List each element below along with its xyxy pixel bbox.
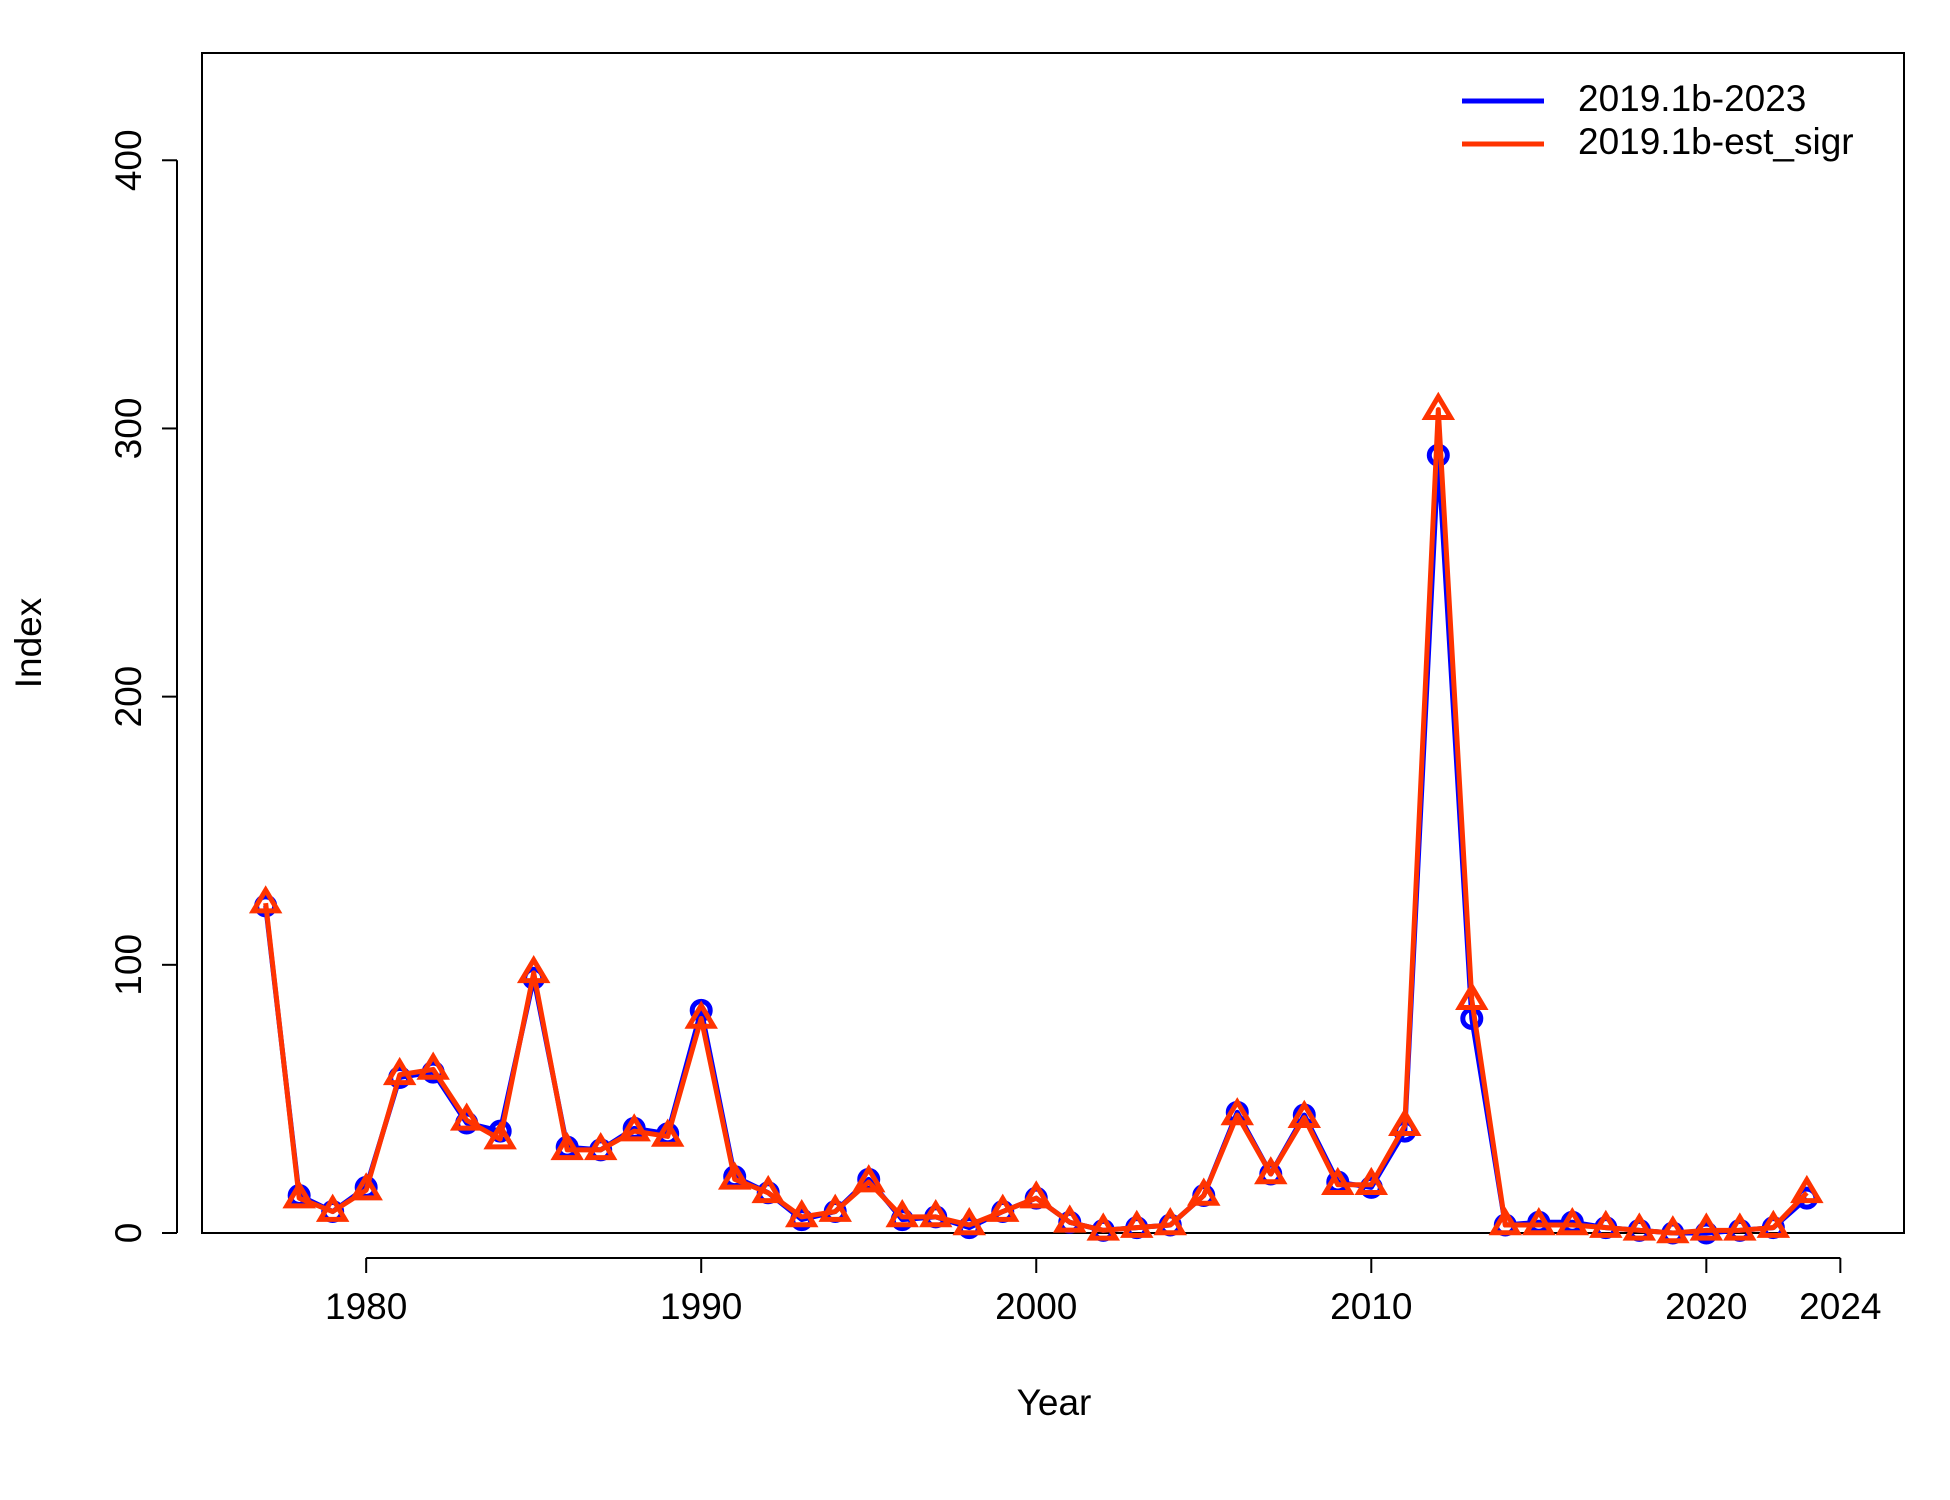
point-marker [851,1164,886,1193]
y-tick-label: 400 [108,129,149,191]
point-marker [1756,1209,1791,1238]
x-tick-label: 2000 [995,1286,1077,1327]
point-marker [1086,1212,1120,1241]
point-marker [918,1199,953,1228]
point-marker [315,1193,350,1222]
point-marker [516,954,551,984]
y-axis-label: Index [8,597,49,688]
plot-frame [201,52,1905,1234]
point-marker [751,1174,785,1204]
point-marker [1522,1207,1556,1236]
point-marker [1689,1212,1724,1241]
point-marker [1354,1166,1389,1196]
point-marker [650,1118,685,1147]
point-marker [282,1180,316,1209]
y-tick-label: 100 [108,934,149,996]
point-marker [416,1051,450,1080]
x-tick-label: 2024 [1799,1286,1881,1327]
series-line [263,452,1809,1236]
point-marker [1589,1209,1623,1238]
point-marker [818,1193,852,1222]
point-marker [1555,1207,1590,1236]
point-marker [1790,1174,1824,1204]
point-marker [684,1000,718,1029]
point-marker [1656,1215,1690,1244]
legend-label: 2019.1b-est_sigr [1578,121,1854,162]
x-tick-label: 2010 [1330,1286,1412,1327]
point-marker [617,1113,651,1142]
x-tick-label: 1990 [660,1286,742,1327]
point-marker [784,1199,819,1228]
point-marker [1723,1212,1757,1241]
point-marker [1053,1204,1087,1233]
point-marker [248,885,283,914]
point-marker [1019,1180,1053,1209]
x-axis-label: Year [1017,1382,1092,1423]
point-marker [1187,1177,1221,1206]
point-marker [1321,1166,1355,1196]
point-marker [952,1207,986,1236]
point-marker [349,1172,383,1201]
legend-label: 2019.1b-2023 [1578,78,1806,119]
x-tick-label: 2020 [1665,1286,1747,1327]
series-line [263,407,1809,1236]
point-marker [1120,1209,1154,1238]
point-marker [1421,391,1456,420]
y-tick-label: 200 [108,666,149,728]
point-marker [986,1193,1020,1222]
y-tick-label: 0 [108,1223,149,1244]
point-marker [483,1121,517,1150]
point-marker [717,1161,752,1190]
point-marker [1254,1156,1288,1185]
point-marker [1622,1212,1657,1241]
point-marker [1220,1097,1255,1126]
point-marker [1287,1099,1322,1128]
point-marker [1388,1107,1422,1137]
x-tick-label: 1980 [325,1286,407,1327]
point-marker [885,1199,919,1228]
point-marker [1455,981,1489,1010]
point-marker [1153,1207,1188,1236]
point-marker [449,1102,484,1131]
point-marker [550,1131,584,1161]
point-marker [583,1131,618,1161]
point-marker [1488,1207,1523,1236]
y-tick-label: 300 [108,398,149,460]
point-marker [382,1056,417,1086]
